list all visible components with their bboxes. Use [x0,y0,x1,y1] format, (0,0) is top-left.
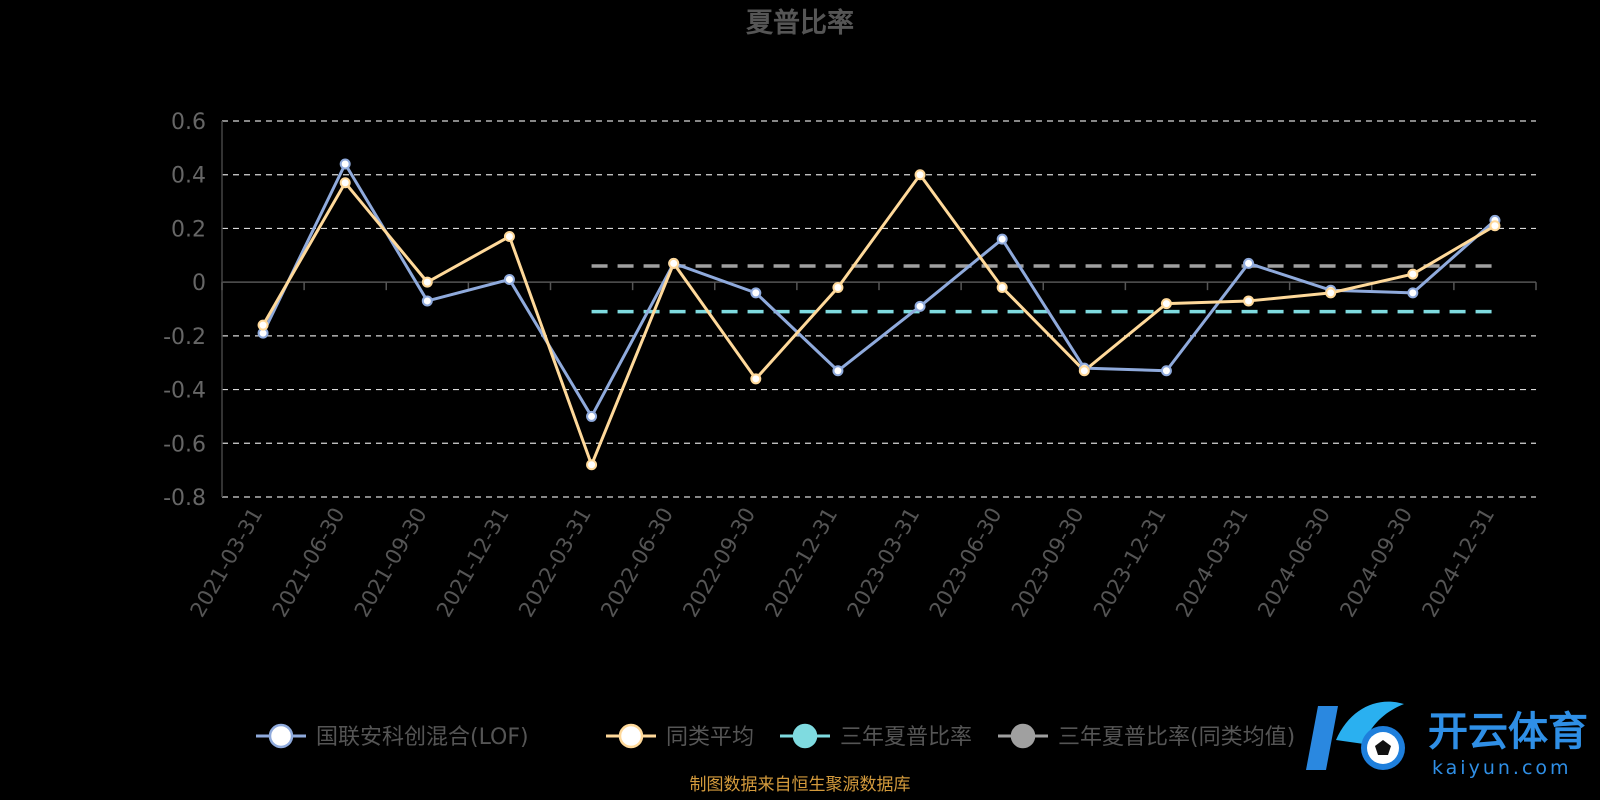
series-point [586,410,598,422]
legend-dot [792,723,818,749]
watermark-sub: kaiyun.com [1432,757,1572,779]
legend-label: 国联安科创混合(LOF) [316,725,529,750]
legend-dot [618,723,644,749]
y-tick-label: -0.4 [163,379,206,404]
legend-item[interactable]: 国联安科创混合(LOF) [256,723,529,750]
legend-label: 三年夏普比率 [840,725,972,750]
chart-title: 夏普比率 [746,7,854,39]
series-point [832,365,844,377]
x-tick-label: 2022-03-31 [514,504,596,622]
series-point [914,300,926,312]
series-point [257,319,269,331]
series-point [750,373,762,385]
legend-label: 三年夏普比率(同类均值) [1058,725,1295,750]
x-tick-label: 2022-06-30 [596,504,678,622]
x-tick-label: 2021-06-30 [268,504,350,622]
series-point [996,233,1008,245]
legend: 国联安科创混合(LOF) 同类平均 三年夏普比率 三年夏普比率(同类均值) [256,723,1295,750]
y-tick-label: 0 [192,271,206,296]
series-point [1243,295,1255,307]
x-tick-label: 2021-12-31 [432,504,514,622]
series-point [421,295,433,307]
series-line [261,173,1496,467]
x-tick-label: 2024-03-31 [1171,504,1253,622]
series-line [261,162,1496,418]
series-point [996,282,1008,294]
series-point [1407,268,1419,280]
x-tick-label: 2023-12-31 [1089,504,1171,622]
legend-label: 同类平均 [666,725,754,750]
x-axis: 2021-03-31 2021-06-30 2021-09-30 2021-12-31… [186,282,1537,622]
series-lines [257,158,1501,471]
grid-lines [222,120,1536,498]
series-point [1489,220,1501,232]
series-point [339,177,351,189]
series-point [1325,287,1337,299]
watermark-text: 开云体育 [1428,709,1588,755]
legend-item[interactable]: 三年夏普比率(同类均值) [998,723,1295,750]
series-point [339,158,351,170]
x-tick-label: 2024-09-30 [1335,504,1417,622]
y-tick-label: -0.2 [163,325,206,350]
source-note: 制图数据来自恒生聚源数据库 [690,775,911,795]
y-tick-label: -0.6 [163,432,206,457]
x-tick-label: 2023-09-30 [1007,504,1089,622]
series-point [1407,287,1419,299]
x-tick-label: 2022-09-30 [678,504,760,622]
y-tick-label: 0.6 [171,110,206,135]
series-point [503,230,515,242]
series-point [832,282,844,294]
reference-lines [591,264,1495,314]
legend-dot [1010,723,1036,749]
series-point [1160,298,1172,310]
x-tick-label: 2021-03-31 [186,504,268,622]
legend-item[interactable]: 三年夏普比率 [780,723,972,750]
watermark-logo: 开云体育 kaiyun.com [1306,701,1588,779]
y-tick-label: 0.4 [171,164,206,189]
series-point [1160,365,1172,377]
x-tick-label: 2023-03-31 [843,504,925,622]
x-tick-label: 2023-06-30 [925,504,1007,622]
x-tick-label: 2021-09-30 [350,504,432,622]
y-axis: 0.6 0.4 0.2 0 -0.2 -0.4 -0.6 -0.8 [163,110,223,511]
series-point [1078,365,1090,377]
series-point [668,257,680,269]
x-tick-label: 2022-12-31 [760,504,842,622]
k-soccer-ball-logo-icon [1306,701,1405,770]
series-point [421,276,433,288]
legend-dot [268,723,294,749]
y-tick-label: -0.8 [163,486,206,511]
series-point [750,287,762,299]
series-point [503,273,515,285]
series-point [914,169,926,181]
legend-item[interactable]: 同类平均 [606,723,754,750]
x-tick-label: 2024-06-30 [1253,504,1335,622]
x-tick-label: 2024-12-31 [1417,504,1499,622]
series-point [1243,257,1255,269]
series-point [586,459,598,471]
y-tick-label: 0.2 [171,217,206,242]
